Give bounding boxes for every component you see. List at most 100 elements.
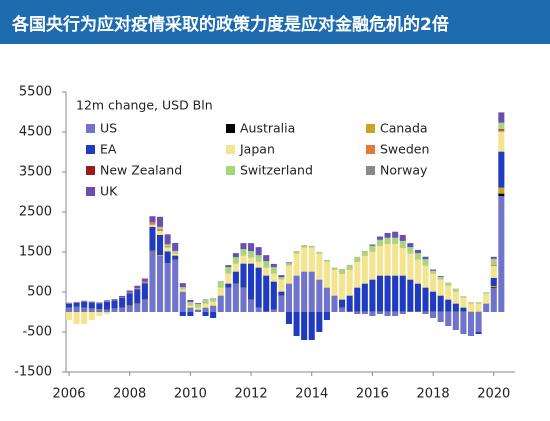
bar-segment	[430, 270, 437, 274]
bar-segment	[399, 241, 406, 248]
bar-segment	[422, 265, 429, 288]
bar-segment	[210, 312, 217, 318]
bar-segment	[172, 251, 179, 254]
bar-segment	[164, 247, 171, 252]
bar-segment	[270, 267, 277, 274]
bar-segment	[202, 300, 209, 304]
bar-segment	[210, 298, 217, 302]
bar-segment	[331, 267, 338, 270]
bar-segment	[498, 129, 505, 131]
bar-segment	[483, 304, 490, 312]
bar-segment	[430, 312, 437, 318]
bar-segment	[179, 292, 186, 312]
bar-segment	[467, 312, 475, 336]
bar-segment	[422, 287, 429, 312]
bar-segment	[445, 299, 452, 312]
legend-label: Sweden	[380, 142, 429, 157]
bar-segment	[346, 269, 353, 296]
bar-segment	[498, 193, 505, 196]
bar-segment	[194, 310, 202, 312]
bar-segment	[339, 299, 346, 308]
bar-segment	[126, 293, 133, 306]
bar-segment	[392, 275, 399, 312]
bar-segment	[225, 265, 232, 268]
bar-segment	[81, 308, 88, 312]
bar-segment	[437, 279, 444, 296]
bar-segment	[157, 255, 164, 256]
bar-segment	[157, 231, 164, 235]
bar-segment	[141, 283, 148, 300]
bar-segment	[498, 112, 505, 123]
bar-segment	[475, 312, 482, 332]
bar-segment	[452, 288, 459, 292]
bar-segment	[263, 255, 270, 262]
bar-segment	[232, 253, 239, 258]
x-tick-label: 2012	[235, 387, 268, 402]
legend-swatch	[226, 166, 235, 175]
bar-segment	[376, 245, 384, 276]
bar-segment	[452, 312, 459, 330]
bar-segment	[278, 296, 285, 312]
bar-segment	[149, 216, 156, 223]
bar-segment	[81, 301, 88, 308]
bar-segment	[157, 216, 164, 227]
bar-segment	[361, 255, 368, 284]
bar-segment	[384, 232, 391, 238]
bar-segment	[490, 278, 497, 286]
bar-segment	[323, 261, 330, 288]
bar-segment	[384, 237, 391, 244]
bar-segment	[452, 291, 459, 304]
legend-label: New Zealand	[100, 163, 182, 178]
bar-segment	[149, 226, 156, 251]
bar-segment	[232, 257, 239, 264]
bar-segment	[164, 264, 171, 312]
bar-segment	[187, 312, 194, 316]
bar-segment	[399, 275, 406, 312]
bar-segment	[225, 283, 232, 288]
bar-segment	[316, 252, 323, 254]
bar-segment	[88, 302, 95, 309]
bar-segment	[73, 312, 80, 324]
bar-segment	[225, 267, 232, 274]
bar-segment	[255, 255, 262, 262]
bar-segment	[437, 312, 444, 322]
bar-segment	[384, 312, 391, 316]
bar-segment	[210, 306, 217, 312]
bar-segment	[285, 262, 293, 264]
bar-segment	[422, 259, 429, 266]
bar-segment	[323, 312, 330, 320]
bar-segment	[490, 288, 497, 312]
bar-segment	[270, 310, 277, 312]
bar-segment	[339, 308, 346, 312]
bar-segment	[248, 300, 255, 312]
x-tick-label: 2020	[477, 387, 510, 402]
bar-segment	[376, 236, 384, 240]
bar-segment	[187, 308, 194, 312]
bar-segment	[498, 196, 505, 312]
legend-swatch	[366, 124, 375, 133]
bar-segment	[66, 303, 73, 308]
bar-segment	[361, 283, 368, 312]
bar-segment	[490, 259, 497, 266]
bar-segment	[217, 296, 224, 312]
bar-segment	[202, 308, 209, 312]
bar-segment	[149, 250, 156, 252]
bar-segment	[126, 290, 133, 293]
bar-segment	[179, 283, 186, 288]
bar-segment	[119, 308, 126, 312]
bar-segment	[467, 302, 475, 304]
bar-segment	[414, 259, 421, 284]
bar-segment	[240, 249, 247, 256]
bar-segment	[460, 296, 467, 298]
y-tick-label: -500	[22, 325, 52, 340]
bar-segment	[308, 312, 315, 340]
bar-segment	[81, 312, 88, 324]
bar-segment	[376, 239, 384, 246]
bar-segment	[111, 300, 118, 309]
bar-segment	[172, 253, 179, 256]
bar-segment	[232, 271, 239, 284]
bar-segment	[96, 309, 103, 312]
bar-segment	[285, 263, 293, 266]
legend-label: EA	[100, 142, 117, 157]
